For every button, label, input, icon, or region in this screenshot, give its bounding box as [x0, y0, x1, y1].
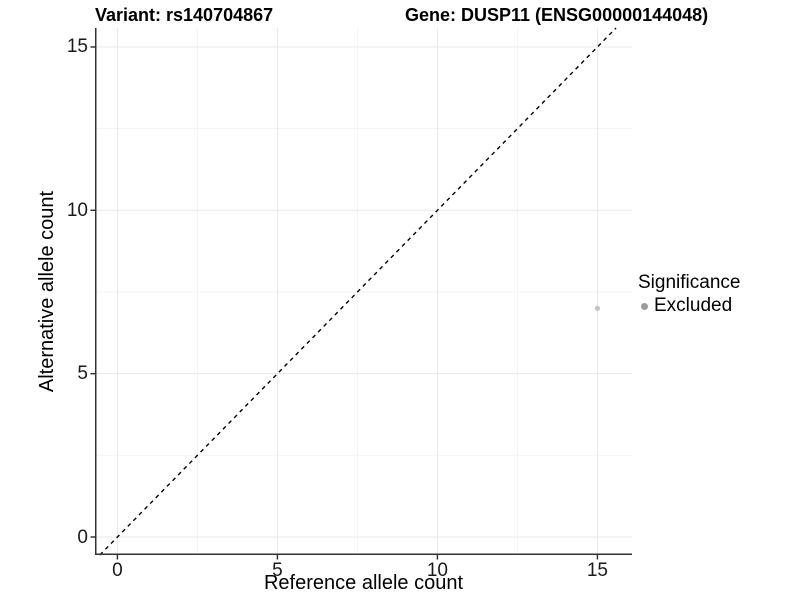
identity-dashed-line — [99, 27, 617, 556]
y-tick-label: 5 — [77, 363, 88, 385]
x-tick-label: 10 — [426, 560, 448, 581]
y-tick-label: 10 — [66, 199, 88, 221]
data-point — [594, 305, 601, 311]
legend-item-excluded: Excluded — [638, 295, 740, 317]
plot-title-gene: Gene: DUSP11 (ENSG00000144048) — [405, 5, 709, 25]
x-tick-label: 15 — [586, 560, 608, 581]
y-tick-label: 15 — [66, 36, 88, 58]
plot-canvas — [90, 27, 632, 560]
x-tick-label: 5 — [272, 560, 283, 581]
x-tick-label: 0 — [112, 560, 123, 581]
legend-item-label: Excluded — [654, 295, 733, 316]
legend-point-icon — [641, 302, 648, 310]
plot-panel — [90, 27, 632, 560]
y-tick-label: 0 — [77, 526, 88, 548]
plot-title-variant: Variant: rs140704867 — [95, 5, 274, 25]
y-axis-title: Alternative allele count — [36, 190, 58, 393]
x-axis-title: Reference allele count — [263, 572, 463, 594]
legend-title: Significance — [638, 272, 741, 293]
legend: Significance Excluded — [638, 272, 740, 317]
